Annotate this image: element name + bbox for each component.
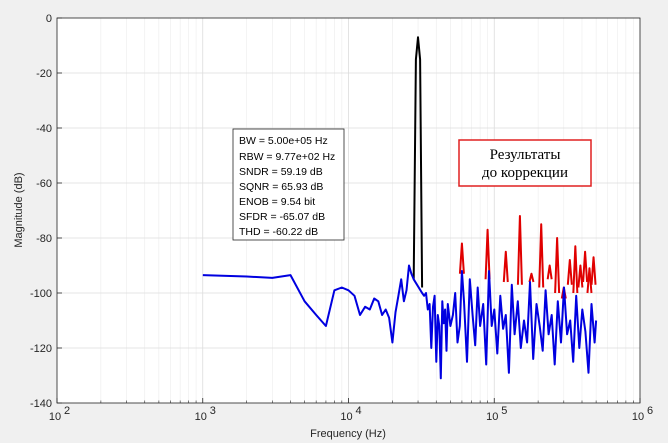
stat-sfdr: SFDR = -65.07 dB	[239, 211, 325, 223]
harmonic-spike	[546, 264, 553, 280]
y-tick-label: -60	[36, 178, 52, 190]
harmonic-spike	[484, 228, 491, 280]
stat-sndr: SNDR = 59.19 dB	[239, 166, 323, 178]
harmonic-spike	[528, 272, 535, 283]
x-tick-label: 10	[195, 411, 207, 423]
series-layer	[202, 36, 598, 380]
x-tick-label: 10	[632, 411, 644, 423]
harmonic-spike	[577, 264, 584, 288]
tick-layer	[56, 17, 641, 404]
harmonic-spike	[458, 242, 465, 274]
harmonic-spike	[566, 259, 573, 285]
x-tick-label: 10	[340, 411, 352, 423]
stat-thd: THD = -60.22 dB	[239, 226, 318, 238]
series-harmonics	[458, 215, 597, 299]
harmonic-spike	[554, 237, 561, 294]
harmonic-spike	[586, 267, 593, 294]
stat-sqnr: SQNR = 65.93 dB	[239, 181, 323, 193]
annotation-line-2: до коррекции	[482, 165, 568, 181]
y-axis-label: Magnitude (dB)	[13, 172, 25, 247]
series-line-signal	[412, 36, 424, 288]
y-tick-label: -80	[36, 233, 52, 245]
x-tick-exponent: 5	[501, 405, 507, 417]
stats-box-frame	[232, 128, 345, 241]
x-tick-labels: 10 2 10 3 10 4 10 5 10 6	[49, 405, 653, 423]
series-signal	[412, 36, 424, 288]
series-noise	[202, 264, 598, 380]
harmonic-spike	[590, 256, 597, 285]
harmonic-spike	[582, 250, 589, 283]
x-tick-exponent: 6	[647, 405, 653, 417]
x-tick-label: 10	[49, 411, 61, 423]
x-axis-label: Frequency (Hz)	[310, 428, 386, 440]
y-tick-label: -20	[36, 68, 52, 80]
y-tick-label: -140	[30, 398, 52, 410]
stat-bw: BW = 5.00e+05 Hz	[239, 135, 328, 147]
annotation-box: Результаты до коррекции	[458, 139, 592, 187]
annotation-line-1: Результаты	[490, 147, 561, 163]
stat-rbw: RBW = 9.77e+02 Hz	[239, 151, 335, 163]
harmonic-spike	[572, 245, 579, 294]
y-tick-label: -40	[36, 123, 52, 135]
y-tick-label: -100	[30, 288, 52, 300]
harmonic-spike	[538, 223, 545, 288]
annotation-frame	[458, 139, 592, 187]
y-tick-label: -120	[30, 343, 52, 355]
stats-box: BW = 5.00e+05 Hz RBW = 9.77e+02 Hz SNDR …	[232, 128, 345, 241]
series-line-noise	[202, 264, 598, 380]
harmonic-spike	[516, 215, 523, 285]
x-tick-exponent: 4	[356, 405, 362, 417]
x-tick-exponent: 2	[64, 405, 70, 417]
x-tick-label: 10	[486, 411, 498, 423]
x-tick-exponent: 3	[210, 405, 216, 417]
y-tick-labels: 0 -20 -40 -60 -80 -100 -120 -140	[30, 13, 52, 410]
stat-enob: ENOB = 9.54 bit	[239, 196, 315, 208]
harmonic-spike	[502, 250, 509, 283]
y-tick-label: 0	[46, 13, 52, 25]
